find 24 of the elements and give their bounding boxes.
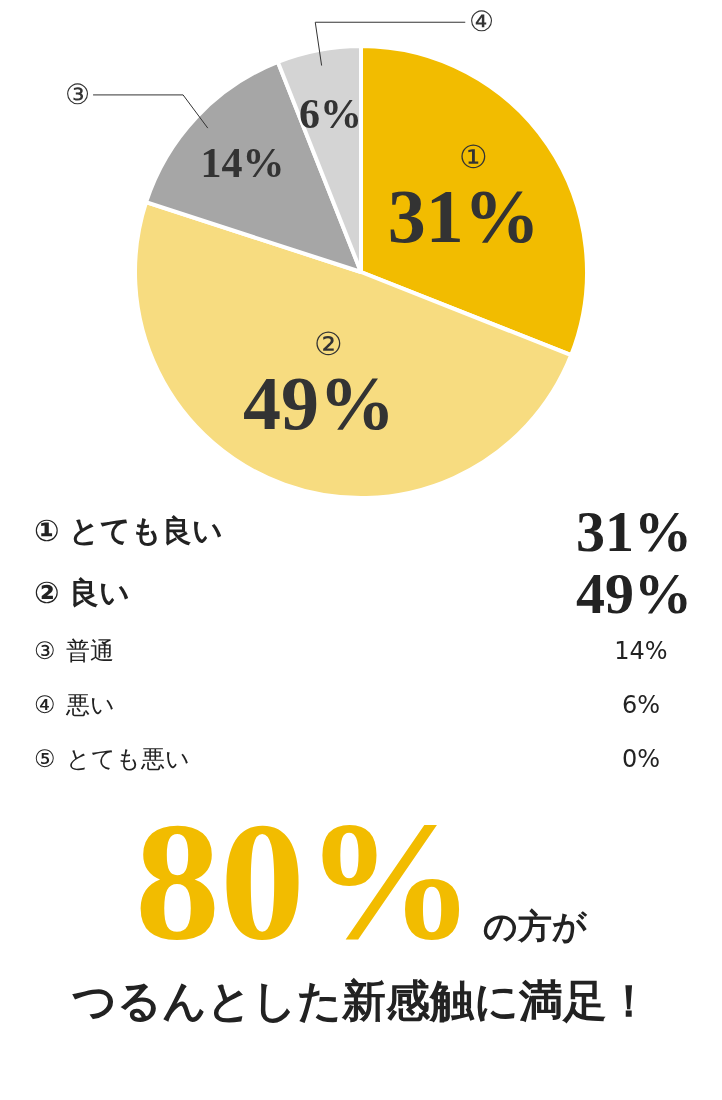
text: 悪い bbox=[65, 691, 115, 719]
data-label: 49% bbox=[242, 360, 395, 445]
category-label: ③ bbox=[34, 637, 56, 665]
slice-label: ③ bbox=[64, 78, 90, 110]
data-label: 6% bbox=[299, 91, 363, 138]
category-label: ④ bbox=[34, 691, 56, 719]
data-label: 31% bbox=[387, 174, 540, 259]
data-label: 14% bbox=[200, 139, 285, 186]
slice-label: ② bbox=[34, 574, 60, 610]
text: 80% bbox=[135, 787, 475, 975]
text: の方が bbox=[483, 906, 587, 946]
text: つるんとした新感触に満足！ bbox=[70, 974, 652, 1028]
slice-label: ① bbox=[459, 139, 489, 176]
category-label: ⑤ bbox=[34, 745, 56, 773]
category-label: ① bbox=[34, 512, 60, 548]
text: 良い bbox=[69, 574, 131, 610]
text: 14% bbox=[614, 637, 668, 665]
slice-label: ④ bbox=[468, 6, 494, 38]
text: 6% bbox=[621, 691, 661, 719]
text: 普通 bbox=[65, 637, 114, 665]
text: とても悪い bbox=[65, 745, 190, 773]
slice-label: ② bbox=[314, 325, 344, 362]
text: とても良い bbox=[69, 512, 224, 548]
text: 0% bbox=[621, 745, 661, 773]
